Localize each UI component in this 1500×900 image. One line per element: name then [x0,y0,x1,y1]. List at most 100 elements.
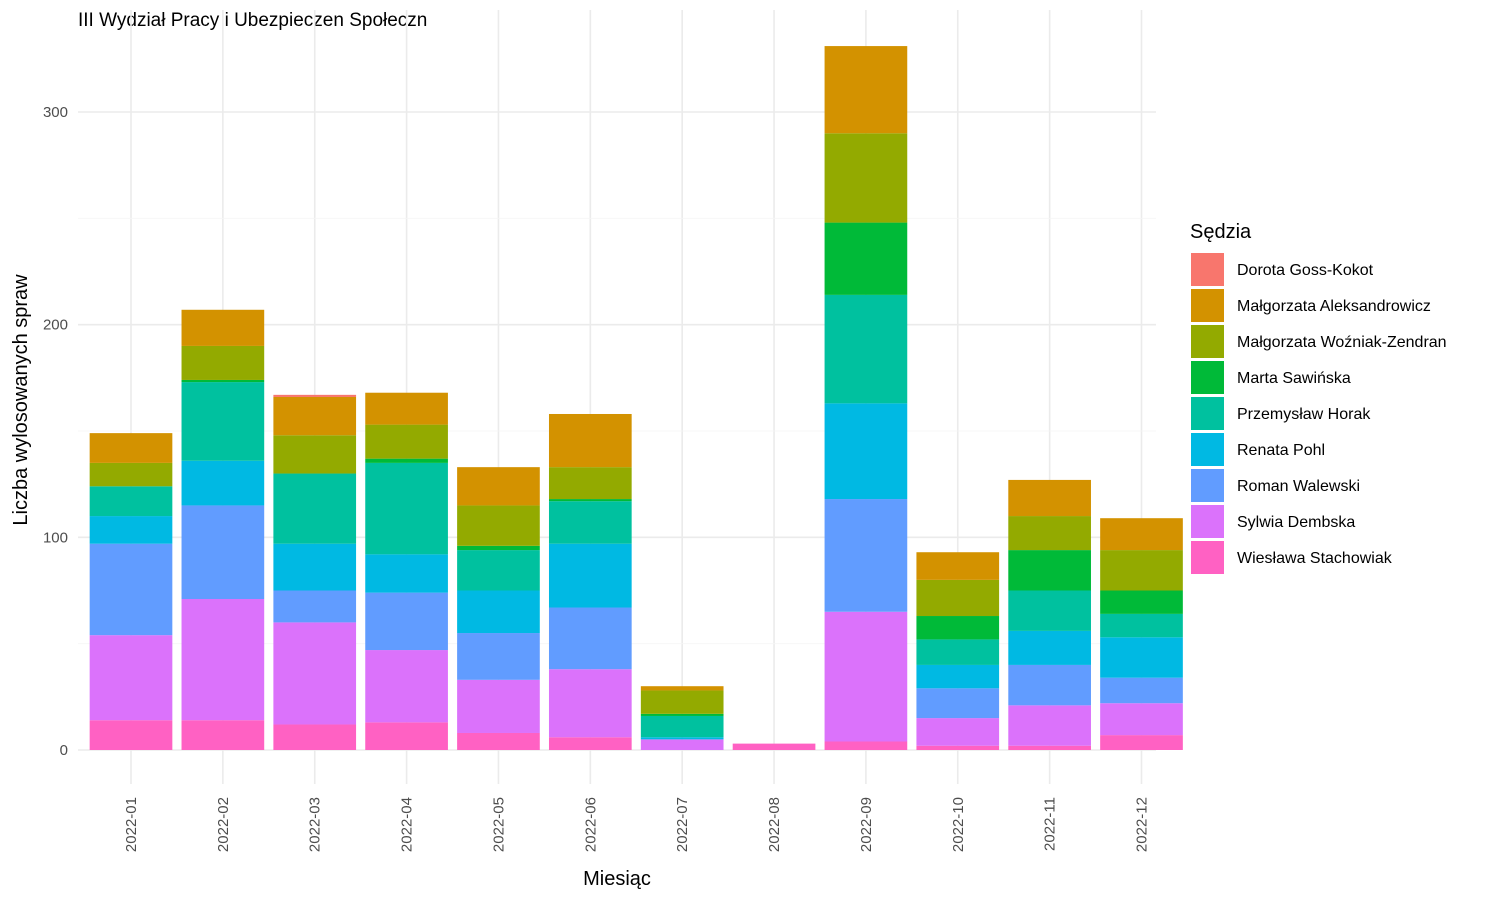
x-tick-label: 2022-12 [1134,797,1151,852]
bar-segment [273,435,357,474]
bar-segment [824,294,908,404]
bar-segment [457,545,540,551]
bar-segment [916,579,1000,617]
bar-segment [365,554,448,593]
bar-segment [181,599,265,721]
bar-segment [640,713,724,716]
bar-segment [181,379,265,383]
legend-swatch [1191,541,1224,574]
bar-segment [916,552,1000,580]
x-tick-label: 2022-04 [399,797,416,852]
bar-segment [1008,705,1091,746]
legend-swatch [1191,325,1224,358]
legend-swatch [1191,397,1224,430]
y-tick-label: 0 [60,742,68,759]
bars [89,46,1183,750]
bar-segment [181,460,265,506]
x-tick-label: 2022-11 [1042,797,1059,851]
bar-segment [365,458,448,463]
bar-segment [548,669,632,738]
x-axis-title: Miesiąc [583,868,651,890]
bar-segment [1008,630,1091,665]
bar-segment [365,424,448,459]
bar-segment [457,633,540,680]
x-tick-label: 2022-10 [950,797,967,852]
bar-segment [89,543,173,636]
legend-label: Dorota Goss-Kokot [1237,262,1374,279]
bar-segment [916,688,1000,719]
bar-segment [916,745,1000,750]
bar-segment [1008,590,1091,631]
x-tick-label: 2022-02 [215,797,232,852]
legend-label: Roman Walewski [1237,478,1360,495]
bar-segment [1100,677,1183,704]
bar-segment [1100,550,1183,591]
bar-segment [916,616,1000,640]
bar-segment [273,394,357,397]
bar-segment [916,718,1000,746]
x-tick-label: 2022-09 [858,797,875,852]
bar-segment [457,590,540,634]
bar-segment [1008,516,1091,551]
legend-swatch [1191,469,1224,502]
bar-segment [824,611,908,742]
bar-segment [824,499,908,612]
bar-segment [273,622,357,725]
bar-segment [181,505,265,600]
bar-segment [548,737,632,750]
bar-segment [640,739,724,750]
x-tick-label: 2022-06 [582,797,599,852]
bar-segment [1100,518,1183,551]
x-tick-label: 2022-01 [123,797,140,852]
legend-swatch [1191,505,1224,538]
bar-segment [1100,590,1183,614]
bar-segment [89,720,173,750]
bar-segment [1100,735,1183,750]
bar-segment [89,462,173,487]
legend-swatch [1191,253,1224,286]
bar-segment [548,413,632,468]
bar-segment [1008,745,1091,750]
x-tick-label: 2022-03 [307,797,324,852]
bar-segment [824,133,908,223]
legend-label: Marta Sawińska [1237,370,1351,387]
bar-segment [365,462,448,555]
bar-segment [1100,613,1183,638]
chart-title: III Wydział Pracy i Ubezpieczen Społeczn [78,10,427,31]
bar-segment [640,690,724,714]
x-axis-ticks: 2022-01 2022-02 2022-03 2022-04 2022-05 2022-… [123,797,1151,852]
legend-label: Małgorzata Aleksandrowicz [1237,298,1431,315]
legend-swatch [1191,433,1224,466]
y-axis-ticks: 0 100 200 300 [43,104,68,759]
bar-segment [548,607,632,670]
y-axis-title: Liczba wylosowanych spraw [10,274,32,526]
legend: Sędzia Dorota Goss-Kokot Małgorzata Aleks… [1190,221,1447,574]
bar-segment [640,686,724,691]
x-tick-label: 2022-08 [766,797,783,852]
bar-segment [457,505,540,546]
bar-segment [1008,664,1091,706]
legend-label: Renata Pohl [1237,442,1325,459]
bar-segment [548,501,632,544]
bar-segment [916,639,1000,665]
bar-segment [916,664,1000,689]
bar-segment [89,516,173,544]
bar-segment [457,467,540,506]
bar-segment [181,720,265,750]
bar-segment [273,543,357,591]
bar-segment [548,467,632,500]
bar-segment [273,590,357,623]
y-tick-label: 200 [43,317,68,334]
bar-segment [1008,479,1091,517]
bar-segment [273,724,357,750]
bar-segment [548,543,632,608]
bar-segment [824,403,908,500]
bar-segment [824,741,908,750]
y-tick-label: 300 [43,104,68,121]
bar-segment [89,433,173,463]
bar-segment [181,382,265,461]
bar-segment [365,722,448,750]
bar-segment [273,473,357,544]
legend-label: Przemysław Horak [1237,406,1371,423]
